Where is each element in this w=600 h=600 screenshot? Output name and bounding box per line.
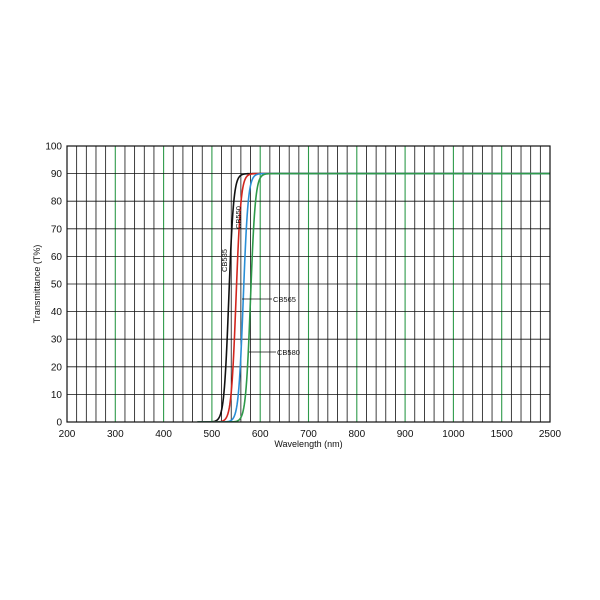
y-tick-label: 20 [51,362,63,373]
y-tick-label: 10 [51,390,63,401]
x-tick-label: 600 [252,429,269,440]
y-tick-label: 30 [51,335,63,346]
x-tick-label: 1500 [491,429,514,440]
x-tick-label: 400 [155,429,172,440]
tick-labels: 200 300 400 500 600 700 800 900 1000 1500 2500 0 10 2… [45,142,561,441]
y-tick-label: 80 [51,197,63,208]
x-tick-label: 2500 [539,429,562,440]
y-tick-label: 50 [51,280,63,291]
y-tick-label: 60 [51,252,63,263]
y-tick-label: 40 [51,307,63,318]
x-tick-label: 200 [59,429,76,440]
x-tick-label: 900 [397,429,414,440]
y-tick-label: 0 [56,418,62,429]
series-label-cb535: CB535 [220,249,229,272]
series-label-cb565: CB565 [273,295,296,304]
y-axis-title: Transmittance (T%) [32,245,42,324]
grid [67,146,550,422]
y-tick-label: 90 [51,169,63,180]
x-axis-title: Wavelength (nm) [274,439,342,449]
series-label-cb580: CB580 [277,348,300,357]
x-tick-label: 500 [204,429,221,440]
curve-labels: CB535 CB550 CB565 CB580 [220,206,300,357]
y-tick-label: 70 [51,224,63,235]
x-tick-label: 700 [300,429,317,440]
x-tick-label: 800 [348,429,365,440]
y-tick-label: 100 [45,142,62,153]
series-label-cb550: CB550 [234,206,243,229]
plot-frame [66,145,551,423]
x-tick-label: 300 [107,429,124,440]
x-tick-label: 1000 [442,429,465,440]
